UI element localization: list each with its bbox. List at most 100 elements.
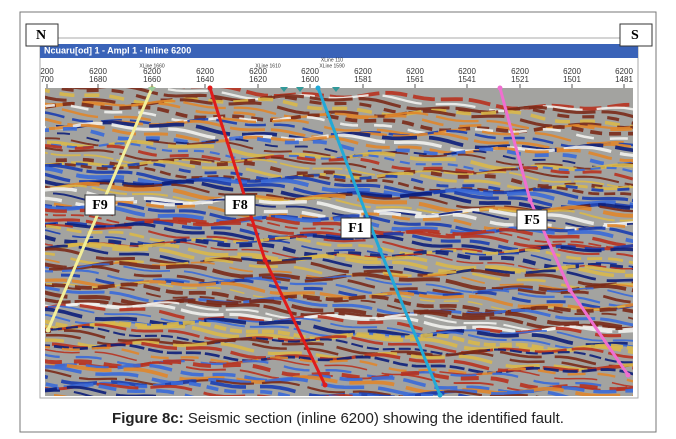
- fault-node: [527, 197, 533, 203]
- fault-label-box: [84, 194, 116, 216]
- tick-xline: 1600: [301, 75, 319, 84]
- tick-xline: 1620: [249, 75, 267, 84]
- reflector: [45, 224, 633, 265]
- tick-inline: 6200: [249, 67, 267, 76]
- reflector: [45, 286, 633, 327]
- reflector: [45, 146, 633, 186]
- reflector: [45, 137, 633, 170]
- fault-label: F5: [524, 213, 540, 228]
- caption-label: Figure 8c:: [112, 410, 184, 427]
- tick-xline: 700: [40, 75, 54, 84]
- reflector: [45, 166, 633, 207]
- reflector: [45, 187, 633, 227]
- fault-label: F1: [348, 221, 364, 236]
- reflector: [45, 132, 633, 169]
- reflector: [45, 319, 633, 353]
- tick-xline: 1521: [511, 75, 529, 84]
- tick-xline: 1501: [563, 75, 581, 84]
- reflector: [45, 123, 633, 163]
- reflector: [45, 307, 633, 347]
- reflector: [45, 303, 633, 338]
- south-box: [619, 23, 653, 47]
- reflector: [45, 323, 633, 359]
- fault-node: [262, 257, 268, 263]
- reflector: [45, 282, 633, 315]
- reflector: [45, 290, 633, 330]
- tick-inline: 6200: [406, 67, 424, 76]
- tick-xline: 1640: [196, 75, 214, 84]
- reflector: [45, 382, 362, 396]
- fault-node: [437, 392, 443, 398]
- fault-node: [625, 372, 631, 378]
- reflector: [45, 208, 633, 248]
- fault-node: [315, 85, 321, 91]
- reflector: [45, 144, 633, 181]
- reflector: [45, 263, 633, 298]
- reflector: [45, 101, 633, 136]
- tick-inline: 6200: [615, 67, 633, 76]
- reflector: [45, 229, 633, 268]
- direction-south: S: [631, 28, 639, 43]
- reflector: [45, 244, 633, 282]
- tick-inline: 6200: [301, 67, 319, 76]
- fault-node: [377, 247, 383, 253]
- xline-marker: XLine 1610: [255, 63, 281, 69]
- tick-inline: 6200: [143, 67, 161, 76]
- tick-inline: 6200: [196, 67, 214, 76]
- window-title: Ncuaru[od] 1 - Ampl 1 - Inline 6200: [44, 45, 191, 55]
- tick-inline: 6200: [354, 67, 372, 76]
- reflector: [45, 126, 633, 167]
- tick-inline: 200: [40, 67, 54, 76]
- caption-text: Seismic section (inline 6200) showing th…: [183, 410, 564, 427]
- caption: Figure 8c: Seismic section (inline 6200)…: [0, 410, 676, 427]
- reflector: [45, 204, 633, 244]
- fault-label: F8: [232, 198, 248, 213]
- title-bar: [40, 44, 638, 58]
- reflector: [45, 329, 633, 368]
- reflector: [67, 88, 633, 119]
- reflector: [45, 365, 570, 396]
- xline-triangle: [280, 87, 288, 92]
- direction-north: N: [36, 28, 46, 43]
- fault-label-box: [516, 209, 548, 231]
- seismic-texture: [45, 88, 633, 396]
- xline-marker: XLine 1660: [139, 63, 165, 69]
- reflector: [45, 163, 633, 203]
- xline-triangle: [296, 87, 304, 92]
- reflector: [45, 343, 633, 376]
- reflector: [45, 265, 633, 304]
- xline-triangle: [148, 87, 156, 92]
- xline-triangle: [332, 87, 340, 92]
- fault-label-box: [224, 194, 256, 216]
- reflector: [45, 258, 633, 291]
- tick-inline: 6200: [458, 67, 476, 76]
- tick-xline: 1481: [615, 75, 633, 84]
- reflector: [45, 333, 633, 371]
- reflector: [45, 305, 633, 342]
- fault-node: [207, 85, 213, 91]
- tick-inline: 6200: [563, 67, 581, 76]
- reflector: [45, 284, 633, 320]
- reflector: [156, 88, 633, 113]
- fault-node: [322, 382, 328, 388]
- reflector: [45, 223, 633, 258]
- reflector: [45, 181, 633, 218]
- reflector: [48, 88, 633, 125]
- reflector: [45, 369, 540, 396]
- tick-inline: 6200: [511, 67, 529, 76]
- fault-line: [498, 87, 630, 376]
- tick-xline: 1561: [406, 75, 424, 84]
- reflector: [45, 162, 633, 196]
- tick-xline: 1581: [354, 75, 372, 84]
- fault-label-box: [340, 217, 372, 239]
- reflector: [45, 385, 166, 396]
- fault-node: [497, 85, 503, 91]
- fault-node: [567, 287, 573, 293]
- fault-node: [45, 327, 51, 333]
- fault-label: F9: [92, 198, 108, 213]
- north-box: [25, 23, 59, 47]
- xline-marker: XLine 1590: [319, 63, 345, 69]
- reflector: [45, 247, 633, 287]
- reflector: [45, 142, 633, 173]
